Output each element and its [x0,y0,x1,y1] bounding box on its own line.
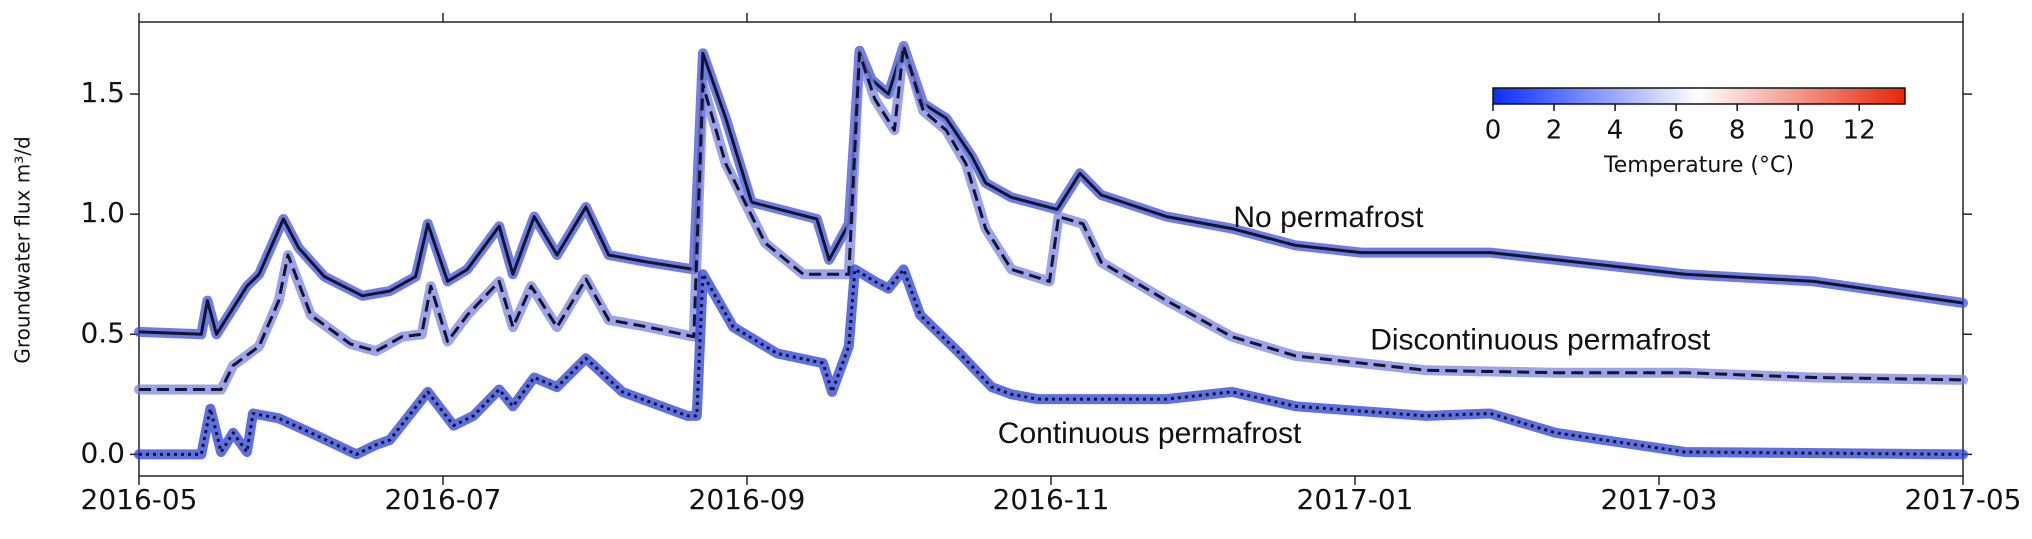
x-tick-label: 2016-07 [385,483,502,516]
colorbar [1492,87,1906,105]
y-tick-label: 1.5 [80,76,125,109]
colorbar-tick-label: 4 [1607,116,1624,146]
series-label: Discontinuous permafrost [1370,323,1711,356]
colorbar-tick-label: 6 [1668,116,1685,146]
x-tick-label: 2017-05 [1905,483,2022,516]
colorbar-tick-label: 12 [1843,116,1876,146]
y-tick-label: 0.0 [80,436,125,469]
x-tick-label: 2017-03 [1601,483,1718,516]
line [139,44,1964,391]
y-axis-label: Groundwater flux m³/d [11,136,35,363]
colorbar-tick-label: 10 [1782,116,1815,146]
colorbar-tick-label: 8 [1729,116,1746,146]
x-tick-label: 2017-01 [1297,483,1414,516]
series-label: No permafrost [1233,201,1424,234]
y-tick-label: 1.0 [80,196,125,229]
x-tick-label: 2016-05 [81,483,198,516]
colorbar-label: Temperature (°C) [1603,153,1794,178]
line [139,267,1964,456]
colorbar-tick-label: 2 [1546,116,1563,146]
x-tick-label: 2016-11 [993,483,1110,516]
y-tick-label: 0.5 [80,316,125,349]
series-label: Continuous permafrost [998,417,1302,450]
line [138,44,1964,336]
x-tick-label: 2016-09 [689,483,806,516]
colorbar-tick-label: 0 [1485,116,1502,146]
